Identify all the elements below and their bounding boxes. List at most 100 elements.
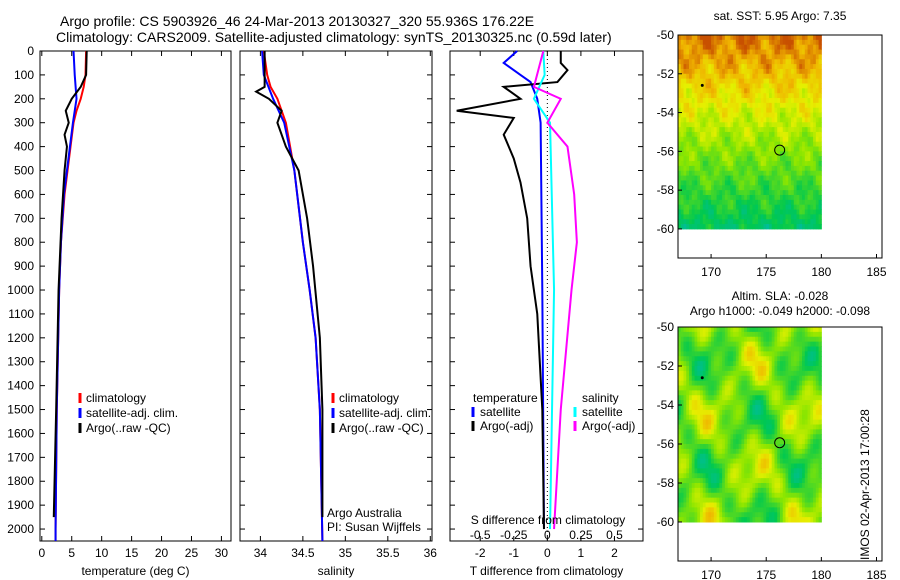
map-cell [757,512,762,518]
map-cell [760,395,764,401]
map-cell [686,146,690,152]
map-cell [791,214,795,220]
map-cell [802,88,806,94]
map-cell [796,102,800,109]
map-cell [757,165,762,172]
map-cell [782,199,787,206]
map-cell [774,88,778,94]
map-cell [791,327,795,333]
map-cell [818,117,822,123]
map-cell [713,424,718,430]
map-cell [735,214,740,220]
map-cell [700,483,704,489]
map-cell [708,219,712,225]
map-cell [760,483,764,489]
map-cell [752,351,756,357]
map-cell [802,214,806,220]
map-cell [697,439,701,445]
map-cell [802,366,806,372]
map-cell [818,468,822,474]
map-cell [689,346,693,352]
map-cell [724,35,729,41]
map-cell [746,336,751,343]
map-cell [757,224,762,230]
x2-tick-label: -0.25 [500,528,528,542]
map-cell [774,487,778,494]
map-cell [771,400,775,406]
map-cell [689,180,693,186]
map-cell [818,487,822,494]
map-cell [793,512,798,518]
map-cell [766,170,770,177]
map-cell [700,468,704,474]
map-cell [791,458,795,464]
map-cell [678,502,682,508]
map-cell [727,107,731,114]
map-cell [683,483,687,489]
map-cell [804,88,809,94]
map-cell [818,44,822,51]
map-cell [757,199,762,206]
map-cell [744,497,748,503]
map-cell [788,497,792,503]
map-cell [697,502,701,508]
map-cell [804,64,809,70]
map-cell [730,194,734,201]
map-cell [691,385,696,391]
map-cell [691,165,696,172]
map-cell [755,88,759,94]
map-cell [744,175,748,181]
legend-label: Argo(..raw -QC) [339,421,424,435]
map-cell [716,209,720,215]
map-cell [810,405,814,411]
map-cell [746,478,751,484]
map-cell [705,122,709,128]
map-cell [780,180,784,186]
map-cell [691,502,696,508]
map-cell [782,151,787,157]
map-cell [700,434,704,440]
map-cell [713,122,718,128]
map-cell [700,175,704,181]
map-cell [724,156,729,162]
map-cell [749,405,753,411]
map-cell [752,453,756,460]
map-cell [733,444,737,450]
map-cell [802,122,806,128]
map-cell [705,39,709,46]
map-cell [713,336,718,343]
map-cell [694,380,698,386]
map-cell [713,468,718,474]
x-axis-label: T difference from climatology [470,564,624,578]
map-cell [785,385,789,391]
map-cell [796,492,800,499]
map-cell [766,502,770,508]
map-cell [680,395,685,401]
map-cell [788,409,792,416]
map-cell [766,385,770,391]
map-cell [807,341,811,347]
map-cell [755,165,759,172]
map-cell [755,512,759,518]
map-cell [763,405,767,411]
map-cell [793,429,798,435]
map-cell [730,180,734,186]
map-cell [774,390,778,396]
map-cell [697,468,701,474]
map-cell [705,458,709,464]
map-cell [702,497,707,503]
map-cell [708,512,712,518]
map-cell [788,341,792,347]
map-cell [700,209,704,215]
map-cell [680,419,685,425]
map-cell [697,161,701,167]
map-cell [760,405,764,411]
map-cell [689,483,693,489]
map-cell [705,224,709,230]
map-cell [741,478,745,484]
map-cell [727,336,731,343]
map-cell [746,122,751,128]
map-cell [785,356,789,362]
map-cell [785,512,789,518]
